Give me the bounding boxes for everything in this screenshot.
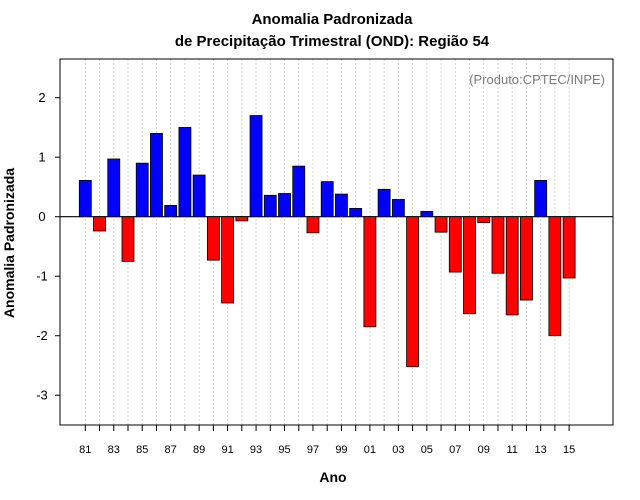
chart-subtitle: de Precipitação Trimestral (OND): Região… [175, 33, 490, 50]
y-tick-label: -1 [36, 269, 48, 284]
bar-2003 [391, 199, 405, 218]
x-tick-label: 15 [563, 444, 575, 456]
bar-2006 [434, 216, 448, 233]
vertical-gridlines [84, 59, 570, 425]
x-tick-label: 07 [449, 444, 461, 456]
bars-layer [78, 115, 576, 368]
bar-2013 [534, 179, 548, 218]
plot-frame [59, 58, 614, 426]
bar-2008 [463, 216, 476, 315]
x-tick-label: 01 [364, 444, 376, 456]
bar-1998 [320, 181, 334, 218]
bar-2014 [548, 216, 562, 337]
bar-1995 [278, 193, 291, 218]
x-tick-label: 05 [421, 444, 433, 456]
x-tick-label: 85 [136, 444, 148, 456]
bar-1985 [135, 162, 149, 218]
bar-1988 [178, 127, 192, 218]
x-tick-label: 97 [307, 444, 319, 456]
bar-2004 [406, 216, 419, 368]
bar-2002 [377, 188, 391, 218]
y-tick-label: -3 [36, 388, 48, 403]
x-tick-label: 81 [79, 444, 91, 456]
bar-1992 [235, 216, 249, 222]
x-tick-label: 87 [165, 444, 177, 456]
bar-1991 [221, 216, 235, 304]
bar-1987 [164, 204, 178, 218]
bar-2000 [349, 207, 363, 218]
bar-1994 [263, 194, 277, 218]
bar-1981 [78, 179, 92, 218]
x-tick-label: 91 [221, 444, 233, 456]
x-tick-label: 95 [278, 444, 290, 456]
bar-1996 [292, 165, 306, 218]
y-axis: 2 1 0 -1 -2 -3 [36, 90, 60, 403]
y-tick-label: 0 [38, 209, 45, 224]
bar-2011 [505, 216, 519, 316]
bar-2015 [562, 216, 576, 279]
x-tick-label: 93 [250, 444, 262, 456]
bar-1997 [306, 216, 320, 234]
bar-1993 [249, 115, 263, 218]
bar-2001 [363, 216, 377, 328]
bar-2010 [491, 216, 505, 274]
source-annotation: (Produto:CPTEC/INPE) [469, 72, 605, 87]
bar-2007 [448, 216, 462, 273]
bar-1989 [192, 174, 206, 218]
bar-2005 [420, 210, 434, 218]
x-tick-label: 83 [108, 444, 120, 456]
bar-1982 [93, 216, 106, 232]
x-tick-label: 99 [335, 444, 347, 456]
x-tick-label: 03 [392, 444, 404, 456]
x-tick-label: 13 [535, 444, 547, 456]
bar-1984 [121, 216, 135, 262]
x-tick-label: 09 [478, 444, 490, 456]
bar-1999 [335, 193, 348, 218]
bar-2012 [520, 216, 533, 301]
y-tick-label: 1 [38, 150, 45, 165]
bar-1983 [107, 158, 121, 218]
x-tick-label: 89 [193, 444, 205, 456]
bar-1990 [206, 216, 220, 261]
x-tick-label: 11 [506, 444, 517, 456]
y-axis-label: Anomalia Padronizada [1, 168, 17, 318]
x-axis-label: Ano [319, 469, 346, 485]
x-axis: 81 83 85 87 89 91 93 95 97 99 01 03 05 07 09 11 13 15 [79, 425, 575, 456]
y-tick-label: -2 [36, 328, 48, 343]
bar-1986 [150, 132, 163, 218]
chart-title: Anomalia Padronizada [252, 11, 414, 28]
bar-2009 [477, 216, 491, 224]
y-tick-label: 2 [38, 90, 45, 105]
